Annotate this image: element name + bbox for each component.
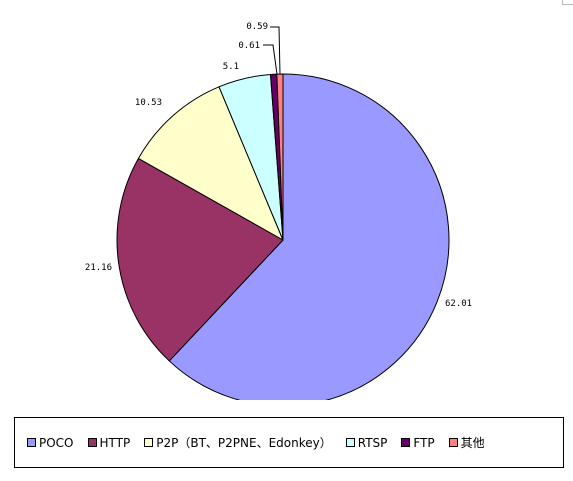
- legend-label-poco: POCO: [39, 435, 74, 450]
- legend-swatch-ftp: [401, 438, 411, 447]
- legend-item-poco: POCO: [27, 436, 74, 450]
- data-label-ftp: 0.61: [238, 41, 260, 51]
- pie-chart: 62.01 21.16 10.53 5.1 0.61 0.59: [85, 22, 472, 400]
- legend-item-http: HTTP: [87, 435, 131, 450]
- legend-swatch-poco: [27, 438, 36, 447]
- legend-swatch-http: [87, 438, 97, 447]
- legend-swatch-other: [448, 438, 458, 447]
- legend-swatch-p2p: [144, 438, 154, 447]
- pie-slice-other: [276, 73, 284, 241]
- pie-slice-http: [116, 157, 284, 362]
- data-label-poco: 62.01: [445, 299, 472, 309]
- legend-item-rtsp: RTSP: [345, 435, 388, 450]
- chart-legend: POCO HTTP P2P（BT、P2PNE、Edonkey） RTSP FTP…: [14, 417, 564, 468]
- legend-item-p2p: P2P（BT、P2PNE、Edonkey）: [144, 434, 332, 451]
- legend-item-ftp: FTP: [401, 435, 435, 450]
- data-label-other: 0.59: [246, 22, 268, 32]
- data-label-rtsp: 5.1: [223, 62, 239, 72]
- legend-label-p2p: P2P（BT、P2PNE、Edonkey）: [156, 436, 332, 450]
- leader-line-other: [270, 26, 281, 75]
- pie-slice-poco: [168, 73, 450, 400]
- legend-item-other: 其他: [448, 434, 485, 451]
- legend-swatch-rtsp: [345, 438, 355, 447]
- data-label-p2p: 10.53: [135, 98, 162, 108]
- legend-label-ftp: FTP: [413, 435, 435, 450]
- leader-line-ftp: [263, 44, 278, 75]
- legend-label-other: 其他: [460, 436, 485, 450]
- data-label-http: 21.16: [85, 263, 112, 273]
- legend-label-rtsp: RTSP: [357, 435, 388, 450]
- pie-slice-p2p: [137, 86, 284, 241]
- pie-chart-svg: 62.01 21.16 10.53 5.1 0.61 0.59: [85, 22, 472, 400]
- corner-mark: [562, 0, 573, 5]
- legend-label-http: HTTP: [99, 435, 131, 450]
